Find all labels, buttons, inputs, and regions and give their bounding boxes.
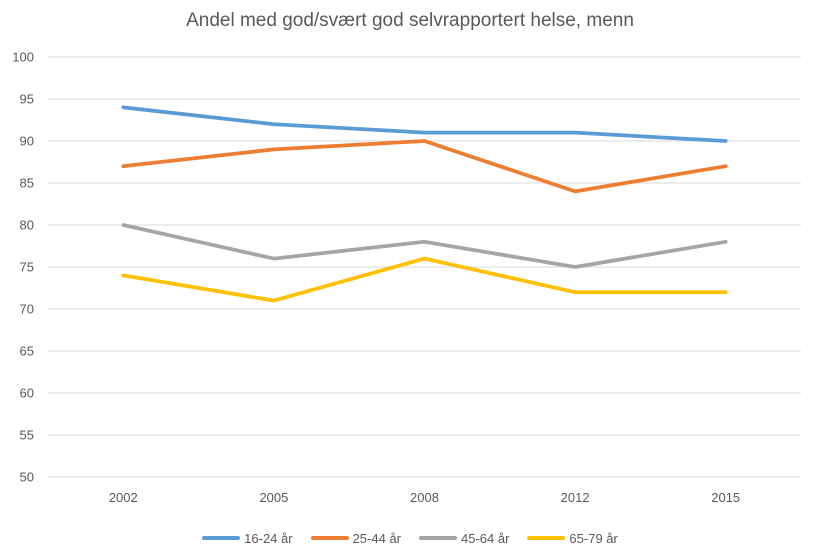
legend-item-16-24: 16-24 år bbox=[202, 530, 293, 546]
legend-item-25-44: 25-44 år bbox=[310, 530, 401, 546]
legend-swatch-16-24-icon bbox=[202, 536, 241, 540]
y-axis-tick-label: 75 bbox=[20, 260, 34, 275]
y-axis-tick-label: 50 bbox=[20, 470, 34, 485]
x-axis-tick-label: 2002 bbox=[109, 490, 138, 505]
x-axis-tick-label: 2012 bbox=[561, 490, 590, 505]
y-axis-tick-label: 55 bbox=[20, 428, 34, 443]
y-axis-tick-label: 95 bbox=[20, 92, 34, 107]
legend: 16-24 år 25-44 år 45-64 år 65-79 år bbox=[0, 527, 820, 549]
legend-item-65-79: 65-79 år bbox=[527, 530, 618, 546]
y-axis-tick-label: 85 bbox=[20, 176, 34, 191]
y-axis-tick-label: 60 bbox=[20, 386, 34, 401]
chart-title: Andel med god/svært god selvrapportert h… bbox=[186, 10, 634, 31]
series-line-25-44-år bbox=[121, 139, 728, 194]
y-axis-tick-label: 70 bbox=[20, 302, 34, 317]
legend-swatch-65-79-icon bbox=[527, 536, 566, 540]
legend-label-16-24: 16-24 år bbox=[244, 530, 293, 546]
y-axis-tick-label: 80 bbox=[20, 218, 34, 233]
series-line-45-64-år bbox=[121, 223, 728, 269]
legend-label-65-79: 65-79 år bbox=[569, 530, 618, 546]
y-axis-tick-label: 100 bbox=[12, 50, 34, 65]
legend-swatch-25-44-icon bbox=[310, 536, 349, 540]
x-axis-tick-label: 2005 bbox=[259, 490, 288, 505]
y-axis-tick-label: 65 bbox=[20, 344, 34, 359]
legend-label-25-44: 25-44 år bbox=[352, 530, 401, 546]
x-axis-tick-label: 2008 bbox=[410, 490, 439, 505]
series-line-65-79-år bbox=[121, 256, 728, 303]
y-axis-tick-label: 90 bbox=[20, 134, 34, 149]
legend-label-45-64: 45-64 år bbox=[461, 530, 510, 546]
series-line-16-24-år bbox=[121, 105, 728, 143]
legend-item-45-64: 45-64 år bbox=[419, 531, 509, 546]
legend-swatch-45-64-icon bbox=[419, 536, 457, 540]
x-axis-tick-label: 2015 bbox=[711, 490, 740, 505]
